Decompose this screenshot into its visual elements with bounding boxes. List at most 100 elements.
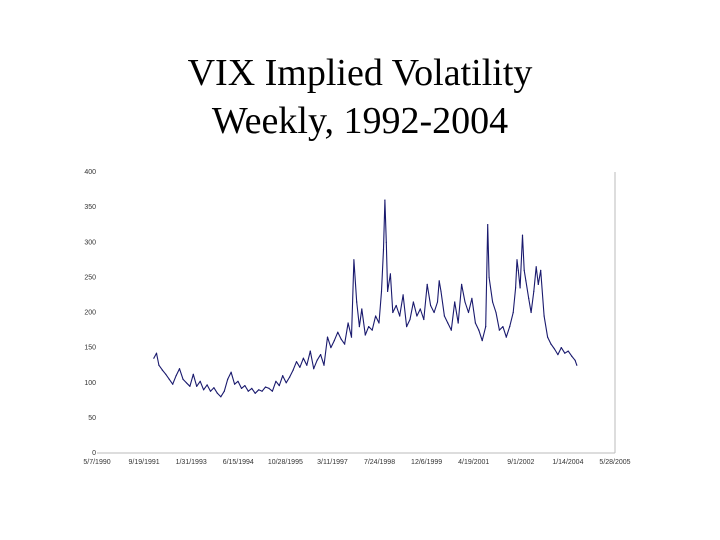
vix-data-point bbox=[282, 375, 284, 377]
x-tick-label: 3/11/1997 bbox=[317, 459, 348, 466]
vix-data-point bbox=[487, 224, 489, 226]
x-tick-label: 1/14/2004 bbox=[552, 459, 583, 466]
vix-data-point bbox=[178, 368, 181, 370]
vix-data-point bbox=[254, 392, 256, 394]
x-tick-label: 9/1/2002 bbox=[507, 459, 534, 466]
vix-data-point bbox=[206, 384, 208, 386]
vix-data-point bbox=[161, 369, 163, 371]
vix-data-point bbox=[461, 283, 463, 285]
vix-data-point bbox=[302, 357, 304, 359]
vix-data-point bbox=[530, 311, 532, 314]
vix-data-point bbox=[523, 269, 525, 271]
vix-data-point bbox=[153, 357, 155, 359]
vix-data-point bbox=[438, 280, 440, 282]
vix-data-point bbox=[165, 373, 167, 375]
vix-data-point bbox=[155, 352, 158, 354]
vix-data-point bbox=[450, 329, 452, 331]
vix-data-point bbox=[517, 269, 519, 271]
vix-data-point bbox=[337, 331, 339, 333]
x-tick-label: 9/19/1991 bbox=[129, 459, 160, 466]
vix-data-point bbox=[457, 322, 459, 324]
vix-data-point bbox=[158, 364, 160, 366]
y-tick-label: 300 bbox=[84, 239, 96, 246]
x-tick-labels: 5/7/1990 9/19/1991 1/31/1993 6/15/1994 10/28… bbox=[83, 459, 630, 466]
vix-data-point bbox=[557, 354, 559, 356]
vix-data-point bbox=[209, 390, 212, 392]
vix-data-point bbox=[488, 276, 490, 278]
x-tick-label: 5/7/1990 bbox=[83, 459, 110, 466]
slide-title-line-2: Weekly, 1992-2004 bbox=[211, 100, 509, 142]
vix-data-point bbox=[271, 390, 273, 392]
y-tick-label: 100 bbox=[84, 380, 96, 387]
y-tick-label: 150 bbox=[84, 345, 96, 352]
vix-data-point bbox=[540, 269, 542, 271]
x-tick-label: 4/19/2001 bbox=[458, 459, 489, 466]
vix-data-point bbox=[375, 315, 377, 317]
vix-data-point bbox=[244, 385, 246, 387]
vix-data-point bbox=[528, 297, 530, 299]
vix-data-point bbox=[316, 359, 318, 361]
vix-data-point bbox=[175, 375, 177, 377]
vix-data-point bbox=[330, 347, 332, 349]
vix-data-point bbox=[378, 322, 380, 324]
y-tick-label: 0 bbox=[92, 450, 96, 457]
vix-data-point bbox=[213, 387, 215, 389]
vix-data-point bbox=[423, 318, 425, 321]
vix-data-point bbox=[347, 322, 349, 324]
vix-data-point bbox=[382, 248, 385, 250]
vix-data-point bbox=[306, 364, 308, 366]
vix-data-point bbox=[353, 259, 355, 261]
vix-data-point bbox=[512, 311, 514, 314]
x-tick-label: 1/31/1993 bbox=[176, 459, 207, 466]
vix-data-point bbox=[371, 329, 373, 331]
chart-axes bbox=[97, 172, 616, 454]
vix-data-point bbox=[443, 315, 445, 317]
vix-data-point bbox=[509, 326, 511, 328]
vix-data-point bbox=[292, 369, 294, 371]
vix-data-point bbox=[168, 378, 170, 380]
vix-data-point bbox=[326, 336, 329, 338]
vix-data-point bbox=[340, 338, 342, 340]
vix-data-point bbox=[361, 308, 363, 310]
y-tick-label: 400 bbox=[84, 169, 96, 176]
vix-data-point bbox=[216, 392, 218, 394]
vix-data-point bbox=[185, 382, 187, 384]
vix-data-point bbox=[464, 301, 466, 303]
vix-data-point bbox=[547, 336, 549, 338]
vix-data-point bbox=[454, 301, 456, 303]
vix-data-point bbox=[237, 380, 239, 382]
vix-data-point bbox=[247, 390, 249, 392]
vix-data-point bbox=[433, 311, 435, 314]
x-tick-label: 12/6/1999 bbox=[411, 459, 442, 466]
vix-data-point bbox=[268, 387, 270, 389]
vix-data-point bbox=[289, 376, 291, 378]
vix-data-point bbox=[567, 350, 569, 352]
vix-data-point bbox=[416, 315, 418, 317]
vix-data-point bbox=[492, 301, 494, 303]
vix-data-point bbox=[387, 290, 389, 292]
vix-data-point bbox=[402, 294, 404, 296]
vix-data-point bbox=[395, 304, 397, 307]
vix-data-point bbox=[196, 385, 198, 387]
vix-data-point bbox=[447, 322, 449, 324]
vix-data-point bbox=[350, 336, 353, 338]
vix-data-point bbox=[533, 290, 535, 292]
vix-data-point bbox=[419, 308, 421, 310]
vix-data-point bbox=[275, 380, 277, 382]
vix-data-point bbox=[481, 340, 483, 342]
vix-data-point bbox=[440, 290, 442, 292]
vix-data-point bbox=[285, 382, 287, 384]
vix-data-point bbox=[426, 283, 428, 285]
vix-data-point bbox=[515, 287, 517, 289]
vix-data-point bbox=[535, 266, 537, 268]
vix-data-point bbox=[550, 343, 552, 345]
vix-data-point bbox=[392, 311, 394, 314]
vix-data-point bbox=[564, 352, 566, 354]
vix-data-point bbox=[505, 336, 507, 338]
vix-data-point bbox=[521, 234, 524, 236]
vix-data-point bbox=[436, 301, 439, 303]
vix-data-point bbox=[576, 364, 578, 366]
vix-data-point bbox=[478, 329, 480, 331]
vix-data-point bbox=[516, 259, 518, 261]
